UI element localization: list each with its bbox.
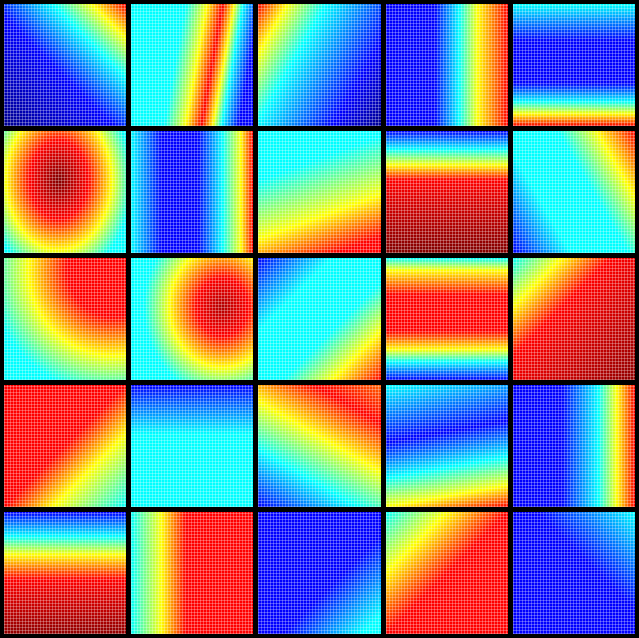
heatmap-tile <box>385 258 508 380</box>
heatmap-tile <box>4 385 127 507</box>
heatmap-tile <box>385 512 508 634</box>
heatmap-tile <box>4 131 127 253</box>
heatmap-tile <box>512 131 635 253</box>
heatmap-tile <box>131 385 254 507</box>
heatmap-tile <box>512 258 635 380</box>
heatmap-tile <box>4 258 127 380</box>
heatmap-tile <box>258 258 381 380</box>
heatmap-tile <box>512 4 635 126</box>
heatmap-tile <box>131 131 254 253</box>
heatmap-tile <box>4 4 127 126</box>
heatmap-tile <box>131 4 254 126</box>
heatmap-tile <box>4 512 127 634</box>
heatmap-tile <box>385 131 508 253</box>
heatmap-tile <box>512 385 635 507</box>
heatmap-tile <box>131 512 254 634</box>
heatmap-tile <box>385 4 508 126</box>
heatmap-tile <box>385 385 508 507</box>
heatmap-tile <box>258 512 381 634</box>
heatmap-tile <box>512 512 635 634</box>
heatmap-tile <box>258 4 381 126</box>
heatmap-tile <box>258 385 381 507</box>
heatmap-tile <box>258 131 381 253</box>
heatmap-tile <box>131 258 254 380</box>
